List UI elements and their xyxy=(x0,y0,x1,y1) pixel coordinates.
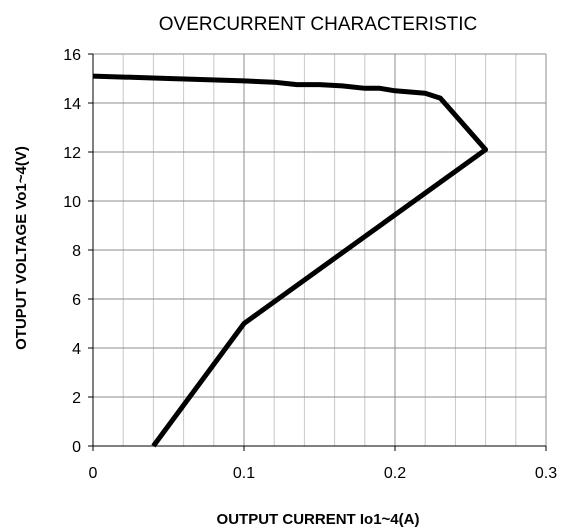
x-tick-label: 0.1 xyxy=(233,465,255,482)
y-tick-label: 14 xyxy=(63,96,81,113)
x-tick-label: 0 xyxy=(89,465,98,482)
y-tick-label: 0 xyxy=(72,439,81,456)
y-tick-label: 12 xyxy=(63,145,81,162)
x-axis-title: OUTPUT CURRENT Io1~4(A) xyxy=(217,511,420,528)
y-tick-label: 10 xyxy=(63,194,81,211)
y-tick-label: 6 xyxy=(72,292,81,309)
chart-title: OVERCURRENT CHARACTERISTIC xyxy=(159,14,477,35)
y-tick-label: 4 xyxy=(72,341,81,358)
y-tick-label: 8 xyxy=(72,243,81,260)
x-tick-label: 0.2 xyxy=(384,465,406,482)
y-tick-label: 2 xyxy=(72,390,81,407)
grid xyxy=(93,53,547,446)
y-axis-title: OTUPUT VOLTAGE Vo1~4(V) xyxy=(13,146,30,350)
series-line xyxy=(92,73,489,448)
axes xyxy=(88,53,547,451)
series-layer xyxy=(92,73,489,448)
y-tick-label: 16 xyxy=(63,47,81,64)
x-tick-label: 0.3 xyxy=(535,465,557,482)
tick-labels: 0 2 4 6 8 10 12 14 16 0 0.1 0.2 0.3 xyxy=(63,47,557,482)
